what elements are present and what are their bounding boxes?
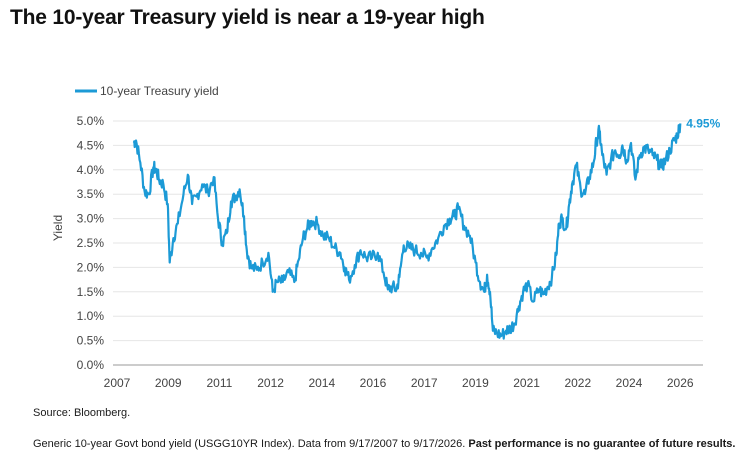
x-tick-label: 2009 [155,376,182,390]
chart-legend[interactable]: 10-year Treasury yield [75,84,219,98]
y-tick-label: 3.0% [77,212,105,226]
y-tick-label: 3.5% [77,187,105,201]
x-tick-label: 2022 [564,376,591,390]
x-axis-ticks: 2007 2009 2011 2012 2014 2016 2017 2019 2021 2022… [104,376,694,390]
footnote: Generic 10-year Govt bond yield (USGG10Y… [33,437,745,451]
y-tick-label: 5.0% [77,114,105,128]
y-axis-label: Yield [51,215,65,241]
y-tick-label: 0.0% [77,358,105,372]
legend-label: 10-year Treasury yield [100,84,219,98]
y-tick-label: 2.5% [77,236,105,250]
x-tick-label: 2017 [411,376,438,390]
y-tick-label: 0.5% [77,334,105,348]
source-note: Source: Bloomberg. [33,407,131,419]
x-tick-label: 2007 [104,376,131,390]
x-tick-label: 2021 [513,376,540,390]
y-tick-label: 4.0% [77,163,105,177]
treasury-yield-chart: 0.0% 0.5% 1.0% 1.5% 2.0% 2.5% 3.0% 3.5% 4.0% 4.5%… [51,84,721,390]
end-value-label: 4.95% [686,116,720,130]
y-axis-ticks: 0.0% 0.5% 1.0% 1.5% 2.0% 2.5% 3.0% 3.5% 4.0% 4.5%… [77,114,105,372]
footnote-disclaimer: Past performance is no guarantee of futu… [468,438,736,450]
x-tick-label: 2012 [257,376,284,390]
x-tick-label: 2024 [616,376,643,390]
y-tick-label: 1.0% [77,309,105,323]
footnote-text: Generic 10-year Govt bond yield (USGG10Y… [33,438,466,450]
x-tick-label: 2026 [667,376,694,390]
series-line-10yr-yield[interactable] [132,123,682,340]
x-tick-label: 2019 [462,376,489,390]
chart-title: The 10-year Treasury yield is near a 19-… [10,6,485,29]
x-tick-label: 2014 [308,376,335,390]
x-tick-label: 2011 [206,376,232,390]
y-tick-label: 1.5% [77,285,105,299]
y-tick-label: 2.0% [77,260,105,274]
x-tick-label: 2016 [360,376,387,390]
y-tick-label: 4.5% [77,138,105,152]
